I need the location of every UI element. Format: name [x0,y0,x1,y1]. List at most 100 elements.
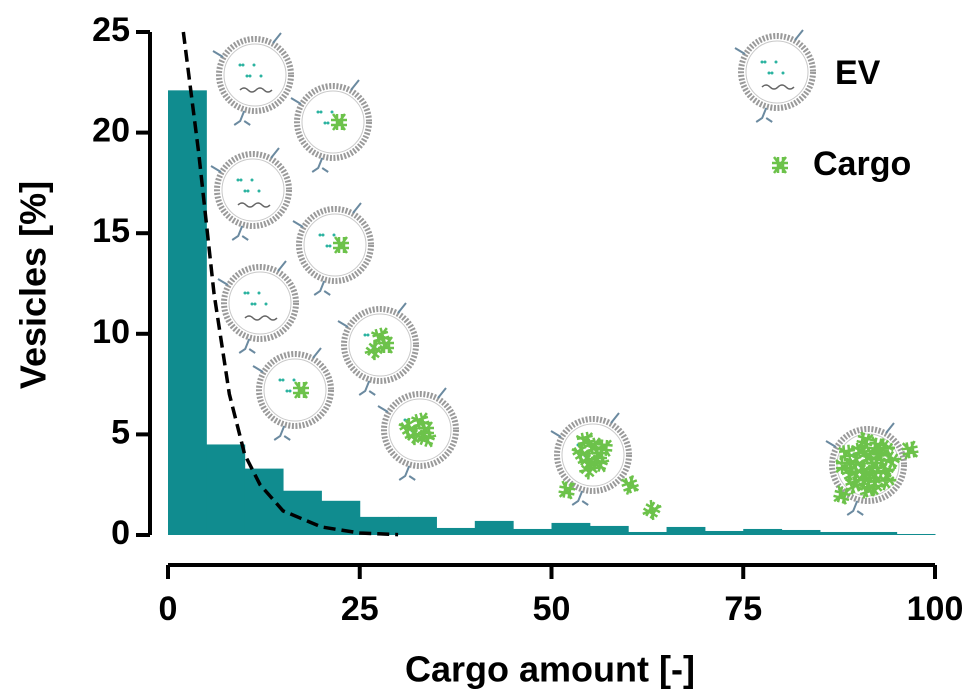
dot [239,178,243,182]
dot [241,63,245,67]
cargo-shape [558,480,576,500]
cargo-shape [571,442,591,463]
dot [245,74,249,78]
y-tick-label: 25 [92,11,130,49]
receptor [290,79,360,173]
dot [236,178,240,182]
bar [551,522,591,535]
membrane-inner [561,423,625,487]
dot [246,291,250,295]
cargo-icon [858,479,876,499]
membrane [296,206,374,284]
dot [246,189,250,193]
cargo-shape [846,452,866,473]
bar [206,444,246,535]
dot [321,233,325,237]
dot [316,110,320,114]
membrane-inner [223,43,287,107]
x-tick-label: 25 [341,590,379,628]
rna [239,87,273,93]
receptor [210,147,280,241]
vesicle-icon [550,412,632,506]
bar [858,531,898,535]
bar [589,525,629,535]
bar [743,528,783,535]
bar [704,530,744,535]
dot [318,233,322,237]
cargo-shape [575,431,595,449]
cargo-shape [579,459,600,480]
dot [257,189,261,193]
bar [321,500,361,535]
dot [285,389,289,393]
cargo-icon [333,236,349,254]
cargo-icon [844,474,864,495]
cargo-icon [901,440,919,460]
dot [760,60,764,64]
dot [330,110,334,114]
dot [366,333,370,337]
membrane-inner [388,398,452,462]
cargo-shape [293,381,309,399]
receptor [550,412,620,506]
legend-label: Cargo [813,145,911,183]
cargo-icon [293,381,309,399]
cargo-icon [410,412,431,430]
receptor [825,422,895,516]
vesicle-icon [290,79,372,173]
cargo-icon [850,441,870,459]
vesicle-icon [212,32,294,126]
vesicle-icon [377,387,459,481]
dot [253,302,257,306]
vesicle-icon [252,347,334,441]
x-tick-label: 0 [159,590,178,628]
x-axis-title: Cargo amount [-] [405,649,695,690]
receptor [252,347,322,441]
bar [398,516,437,535]
cargo-icon [579,459,600,480]
dot [243,189,247,193]
cargo-shape [835,457,853,475]
bar [628,531,668,535]
cargo-shape [854,469,875,490]
dot [259,74,263,78]
bar [666,526,706,535]
membrane-inner [263,358,327,422]
cargo-shape [864,476,885,497]
cargo-icon [331,113,347,131]
dot [252,63,256,67]
cargo-shape [410,412,431,430]
cargo-icon [596,438,613,457]
cargo-shape [642,499,662,521]
dot [243,291,247,295]
cargo-shape [850,441,870,459]
cargo-icon [398,417,418,438]
dot [326,121,330,125]
cargo-icon [871,448,888,467]
dot [319,110,323,114]
cargo-icon [571,442,591,463]
membrane-inner [303,213,367,277]
membrane-inner [221,158,285,222]
y-tick-label: 15 [92,212,130,250]
cargo-shape [871,448,888,467]
receptor [292,202,362,296]
cargo-shape [858,479,876,499]
cargo-icon [881,450,902,470]
bar [244,468,284,535]
cargo-icon [642,499,662,521]
rna [244,315,278,321]
dot [248,74,252,78]
illustrations [210,29,919,521]
cargo-shape [833,485,851,505]
y-tick-label: 20 [92,112,130,150]
cargo-shape [596,438,613,457]
dot [250,302,254,306]
cargo-icon [404,425,425,446]
vesicle-icon [292,202,374,296]
bar [359,516,399,535]
dot [763,60,767,64]
cargo-shape [370,327,391,345]
bar [474,520,514,535]
